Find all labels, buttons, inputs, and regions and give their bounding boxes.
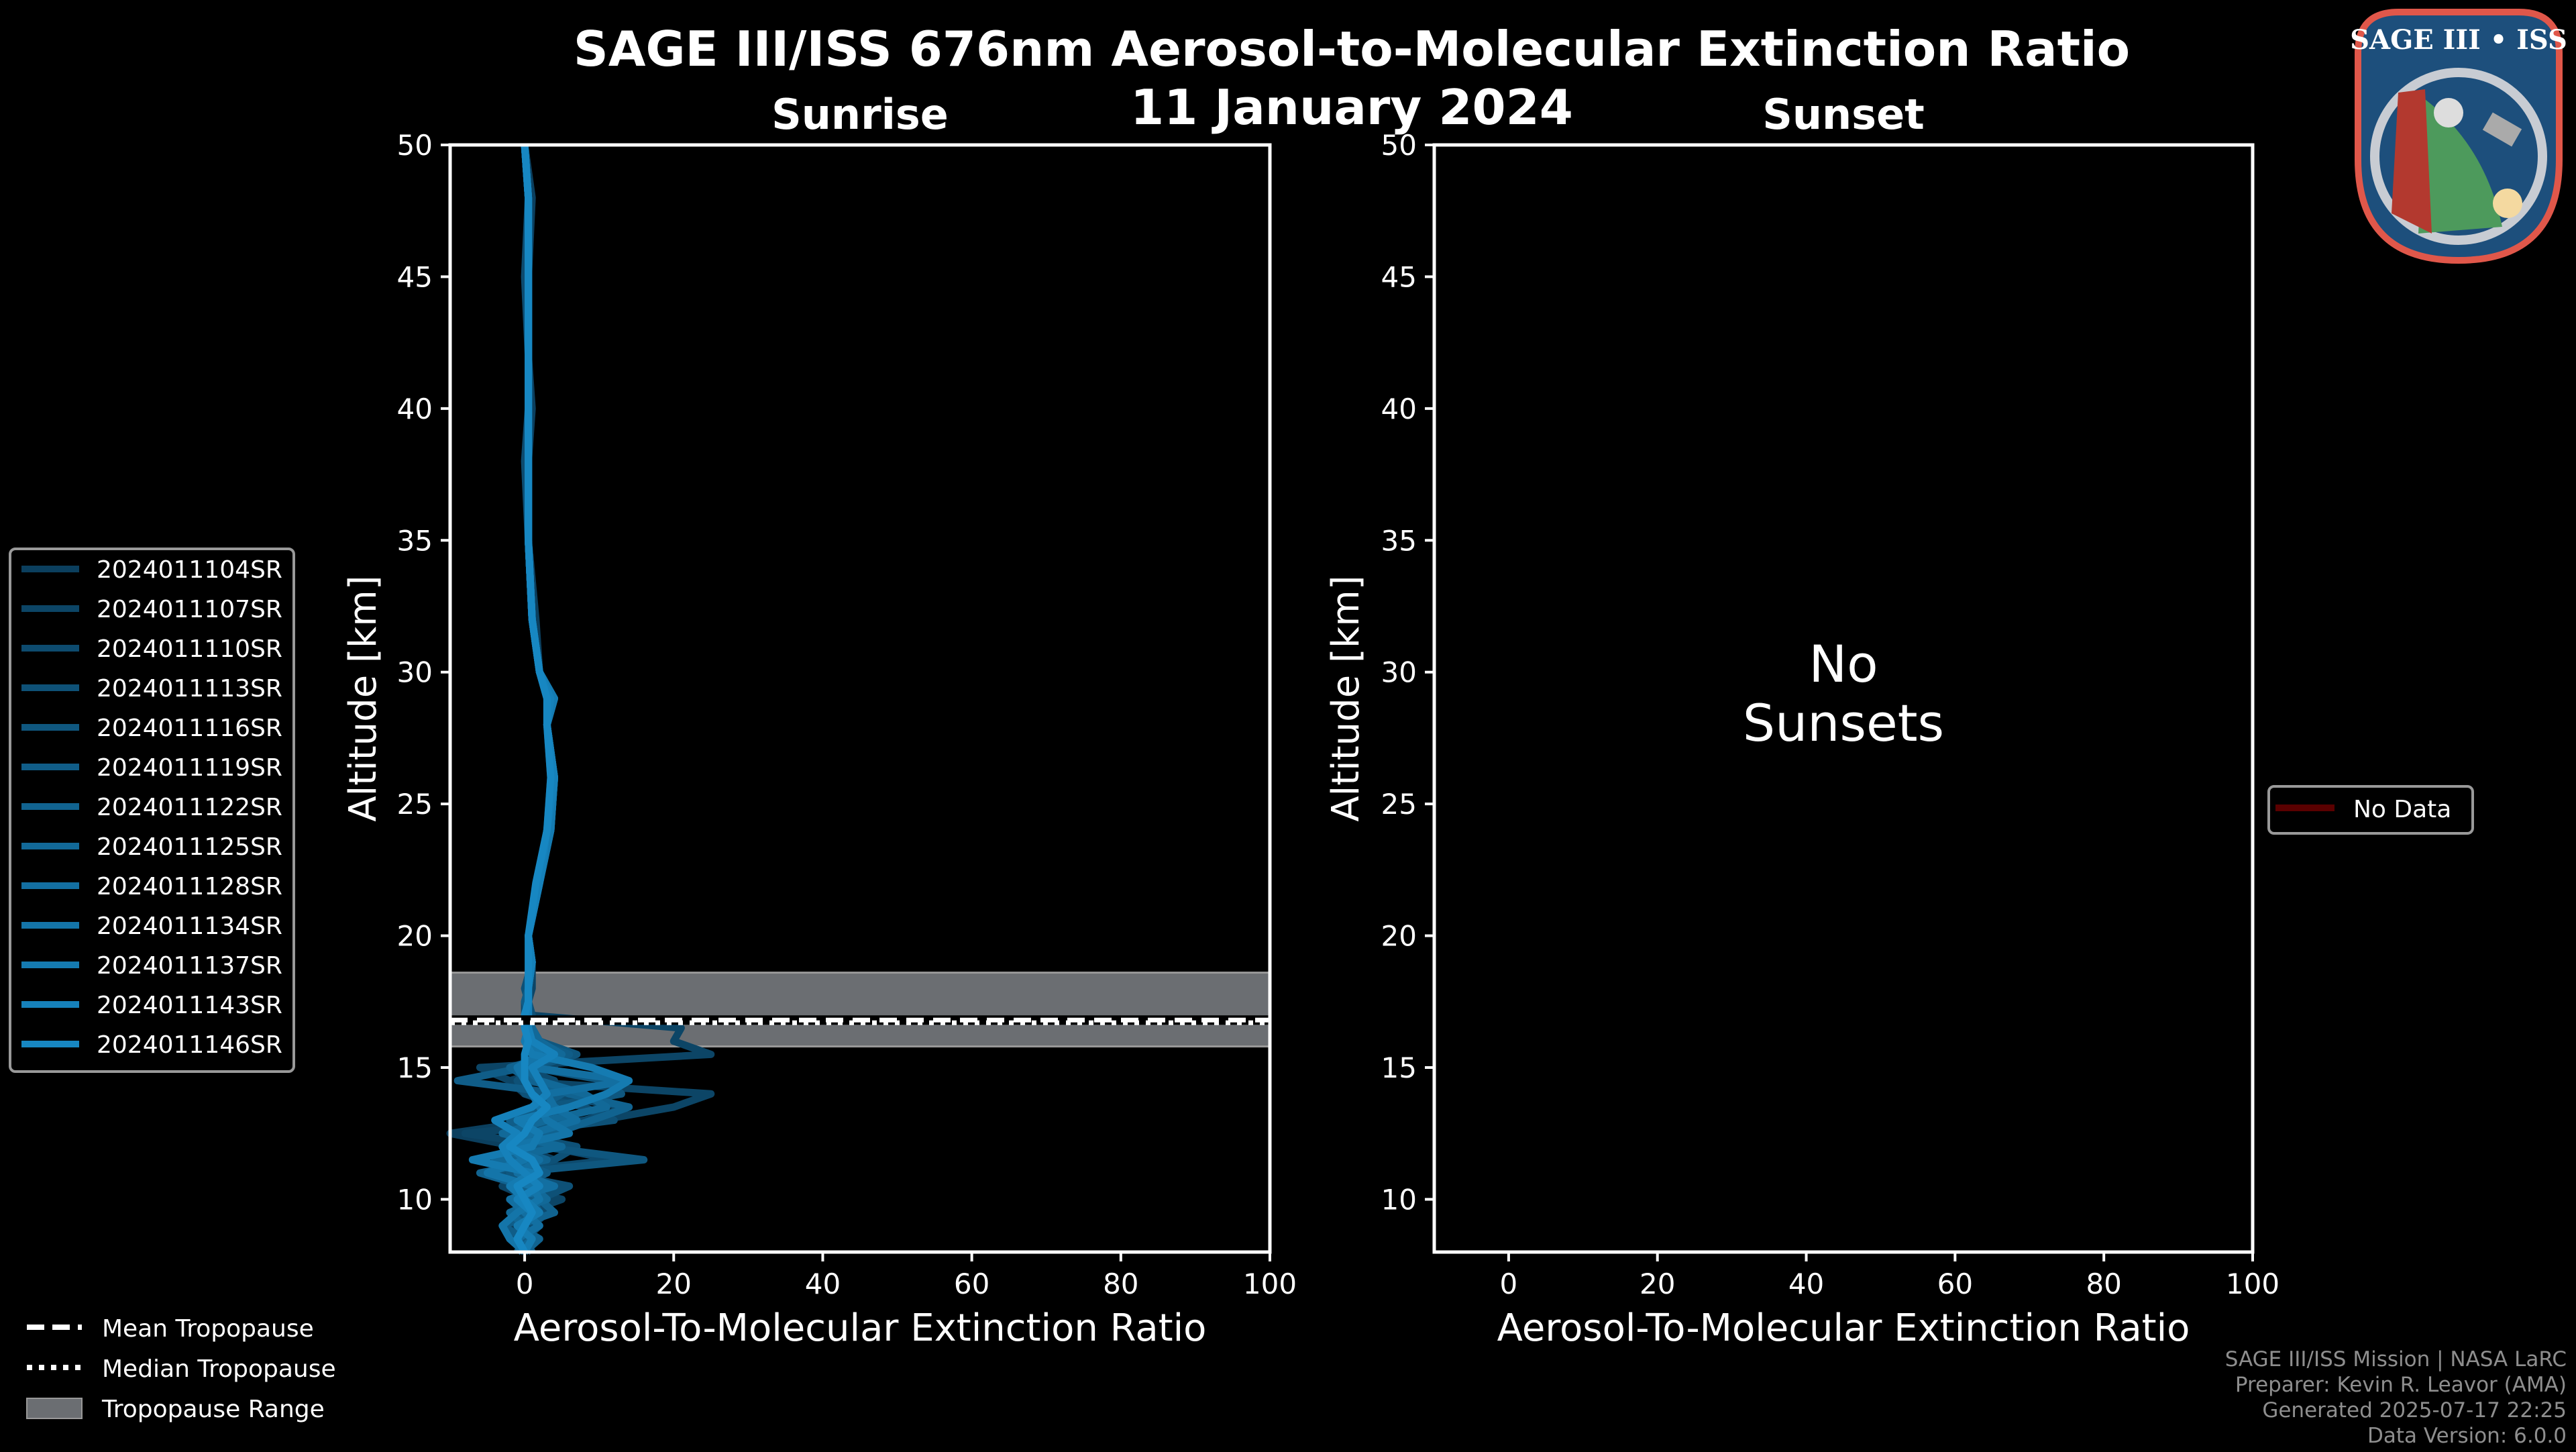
- y-tick-label: 15: [397, 1051, 433, 1084]
- credit-generated: Generated 2025-07-17 22:25: [2262, 1398, 2567, 1422]
- legend-label: 2024011122SR: [97, 794, 282, 821]
- y-tick-label: 40: [1381, 393, 1417, 425]
- sunset-legend-frame: [2267, 785, 2474, 835]
- logo-title: SAGE III • ISS: [2350, 24, 2567, 56]
- y-tick-label: 45: [1381, 260, 1417, 293]
- sunrise-ylabel: Altitude [km]: [341, 575, 385, 821]
- y-tick-label: 15: [1381, 1051, 1417, 1084]
- sunrise-panel: Sunrise 0 20 40 60 80 100 10 15 20 25 30 35 40 45 50 A…: [341, 90, 1297, 1350]
- y-tick-label: 25: [1381, 788, 1417, 821]
- legend-label: 2024011107SR: [97, 596, 282, 623]
- legend-label: 2024011119SR: [97, 754, 282, 782]
- no-sunsets-line2: Sunsets: [1743, 693, 1944, 753]
- profile-series: [446, 144, 715, 1255]
- x-tick-label: 0: [1500, 1267, 1518, 1300]
- credits: SAGE III/ISS Mission | NASA LaRC Prepare…: [2225, 1347, 2567, 1448]
- tropopause-lines: [450, 1015, 1270, 1025]
- y-tick-label: 20: [397, 920, 433, 953]
- profile-line-2024011146SR: [506, 144, 555, 1254]
- sunrise-title: Sunrise: [771, 90, 949, 139]
- legend-label: 2024011113SR: [97, 675, 282, 703]
- sage-iii-iss-logo: SAGE III • ISS: [2350, 9, 2567, 264]
- y-tick-label: 35: [397, 524, 433, 557]
- legend-label: 2024011104SR: [97, 556, 282, 584]
- figure-date: 11 January 2024: [1130, 79, 1573, 136]
- sunrise-xlabel: Aerosol-To-Molecular Extinction Ratio: [514, 1306, 1207, 1350]
- y-tick-label: 30: [397, 656, 433, 689]
- y-tick-label: 30: [1381, 656, 1417, 689]
- plot-frame: [448, 143, 1272, 1254]
- legend-label: 2024011128SR: [97, 873, 282, 900]
- sunset-axes: 0 20 40 60 80 100 10 15 20 25 30 35 40 45 50: [1381, 129, 2280, 1300]
- y-tick-label: 10: [1381, 1183, 1417, 1216]
- x-tick-label: 60: [1937, 1267, 1973, 1300]
- legend-label: 2024011125SR: [97, 833, 282, 861]
- legend-label: 2024011146SR: [97, 1031, 282, 1059]
- median-tropopause-label: Median Tropopause: [102, 1355, 336, 1383]
- tropopause-range-swatch: [26, 1398, 83, 1419]
- credit-preparer: Preparer: Kevin R. Leavor (AMA): [2235, 1373, 2567, 1397]
- tropopause-range: [449, 972, 1271, 1048]
- x-tick-label: 20: [656, 1267, 692, 1300]
- sunset-legend: No Data: [2267, 785, 2474, 835]
- y-tick-label: 50: [397, 129, 433, 162]
- y-tick-label: 20: [1381, 920, 1417, 953]
- x-tick-label: 20: [1640, 1267, 1675, 1300]
- x-tick-label: 100: [1243, 1267, 1297, 1300]
- y-tick-label: 50: [1381, 129, 1417, 162]
- sunset-panel: Sunset 0 20 40 60 80 100 10 15 20 25 30 35 40 45 50 No…: [1324, 90, 2279, 1350]
- legend-label: 2024011110SR: [97, 635, 282, 663]
- figure-title: SAGE III/ISS 676nm Aerosol-to-Molecular …: [574, 21, 2130, 77]
- no-sunsets-line1: No: [1809, 634, 1878, 694]
- sunset-title: Sunset: [1762, 90, 1925, 139]
- y-tick-label: 40: [397, 393, 433, 425]
- x-tick-label: 0: [516, 1267, 534, 1300]
- series-legend: 2024011104SR 2024011107SR 2024011110SR 2024…: [9, 548, 295, 1073]
- y-tick-label: 10: [397, 1183, 433, 1216]
- x-tick-label: 40: [805, 1267, 841, 1300]
- y-tick-label: 45: [397, 260, 433, 293]
- no-data-label: No Data: [2353, 796, 2451, 823]
- tropopause-legend: Mean Tropopause Median Tropopause Tropop…: [26, 1315, 336, 1423]
- x-tick-label: 80: [1103, 1267, 1138, 1300]
- mean-tropopause-label: Mean Tropopause: [102, 1315, 314, 1343]
- sunset-xlabel: Aerosol-To-Molecular Extinction Ratio: [1497, 1306, 2190, 1350]
- credit-version: Data Version: 6.0.0: [2367, 1424, 2567, 1448]
- legend-label: 2024011137SR: [97, 952, 282, 980]
- tropopause-range-label: Tropopause Range: [101, 1396, 325, 1423]
- x-tick-label: 100: [2226, 1267, 2279, 1300]
- y-tick-label: 25: [397, 788, 433, 821]
- legend-label: 2024011116SR: [97, 715, 282, 742]
- tropopause-range-band: [449, 972, 1271, 1048]
- sunset-ylabel: Altitude [km]: [1324, 575, 1368, 821]
- credit-mission: SAGE III/ISS Mission | NASA LaRC: [2225, 1347, 2567, 1371]
- y-tick-label: 35: [1381, 524, 1417, 557]
- plot-frame: [1432, 143, 2255, 1254]
- sunrise-axes: 0 20 40 60 80 100 10 15 20 25 30 35 40 45 50: [397, 129, 1297, 1300]
- legend-label: 2024011143SR: [97, 992, 282, 1019]
- series-legend-frame: [9, 548, 295, 1073]
- x-tick-label: 80: [2086, 1267, 2121, 1300]
- x-tick-label: 60: [954, 1267, 989, 1300]
- legend-label: 2024011134SR: [97, 913, 282, 940]
- x-tick-label: 40: [1788, 1267, 1824, 1300]
